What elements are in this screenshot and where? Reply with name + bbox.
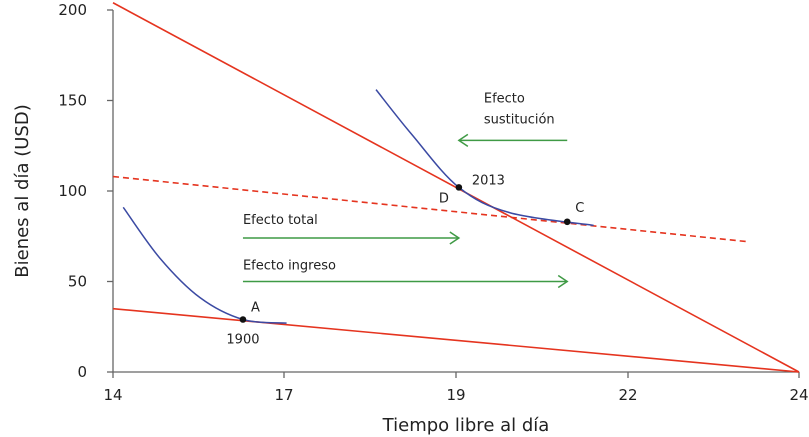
point-a — [239, 316, 247, 323]
arrowhead-icon — [457, 133, 469, 147]
point-year-label: 1900 — [226, 333, 259, 348]
effect-label: Efecto — [484, 91, 525, 106]
y-tick-label: 50 — [68, 273, 87, 291]
effect-label: Efecto total — [243, 213, 318, 228]
indifference-curve — [122, 206, 287, 324]
budget-line — [112, 307, 800, 373]
indifference-curve — [375, 89, 594, 227]
point-year-label: 2013 — [472, 173, 505, 188]
axes: 14 17 19 22 24 0 50 100 150 200 — [58, 1, 808, 404]
y-tick-label: 0 — [77, 363, 87, 381]
x-tick-label: 17 — [274, 386, 293, 404]
arrowhead-icon — [557, 274, 569, 289]
x-axis-label: Tiempo libre al día — [382, 415, 550, 436]
point-label: A — [251, 301, 260, 316]
x-tick-label: 22 — [618, 386, 637, 404]
x-tick-label: 24 — [789, 386, 808, 404]
point-label: C — [575, 201, 584, 216]
y-axis-label: Bienes al día (USD) — [12, 104, 33, 277]
effect-label: sustitución — [484, 112, 555, 127]
arrowhead-icon — [449, 231, 461, 245]
x-tick-label: 14 — [103, 386, 122, 404]
y-tick-label: 150 — [58, 92, 87, 110]
point-c — [563, 218, 571, 226]
effect-label: Efecto ingreso — [243, 259, 336, 274]
y-tick-label: 100 — [58, 182, 87, 200]
y-tick-label: 200 — [58, 1, 87, 19]
marks: Efecto sustitución Efecto total Efecto ingr… — [112, 2, 800, 373]
point-label: D — [439, 191, 449, 206]
x-tick-label: 19 — [446, 386, 465, 404]
point-d — [455, 184, 463, 191]
budget-line-dashed — [112, 175, 748, 243]
